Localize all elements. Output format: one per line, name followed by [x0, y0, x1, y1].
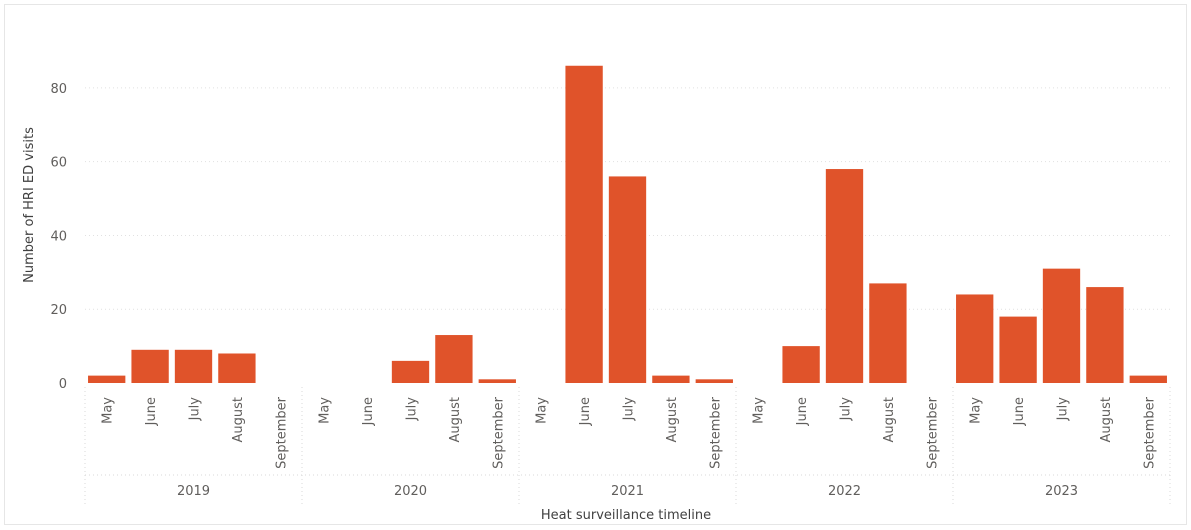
bars — [88, 65, 1167, 383]
x-tick-label: June — [795, 397, 810, 426]
x-tick-label: June — [1012, 397, 1027, 426]
x-tick-label: August — [231, 397, 246, 443]
x-tick-label: September — [1142, 396, 1157, 469]
bar — [652, 375, 690, 383]
x-tick-label: May — [752, 397, 767, 424]
x-tick-label: July — [405, 397, 420, 422]
x-axis-title: Heat surveillance timeline — [541, 508, 711, 523]
bar — [174, 349, 213, 383]
bar — [88, 375, 126, 383]
year-label: 2020 — [394, 484, 427, 499]
bar — [1042, 268, 1081, 383]
year-label: 2023 — [1045, 484, 1078, 499]
year-separators — [84, 387, 1171, 505]
bar — [782, 346, 820, 383]
y-tick-label: 40 — [50, 229, 67, 244]
x-tick-label: May — [101, 397, 116, 424]
year-label: 2022 — [828, 484, 861, 499]
bar — [999, 316, 1037, 383]
y-axis-ticks: 0 20 40 60 80 — [50, 82, 67, 392]
bar — [1086, 287, 1124, 383]
x-tick-label: June — [144, 397, 159, 426]
x-tick-label: August — [448, 397, 463, 443]
x-tick-label: July — [839, 397, 854, 422]
x-tick-label: September — [491, 396, 506, 469]
year-label: 2019 — [177, 484, 210, 499]
bar — [131, 349, 169, 383]
x-axis-year-ticks: 2019 2020 2021 2022 2023 — [177, 484, 1078, 499]
y-tick-label: 0 — [59, 377, 67, 392]
chart-frame: 0 20 40 60 80 May June July August September May J… — [4, 4, 1187, 525]
x-tick-label: August — [1099, 397, 1114, 443]
x-tick-label: August — [882, 397, 897, 443]
bar — [869, 283, 907, 383]
bar — [478, 379, 516, 383]
x-tick-label: July — [622, 397, 637, 422]
x-tick-label: June — [578, 397, 593, 426]
x-tick-label: August — [665, 397, 680, 443]
year-label: 2021 — [611, 484, 644, 499]
x-tick-label: September — [925, 396, 940, 469]
y-axis-title: Number of HRI ED visits — [22, 127, 37, 283]
x-tick-label: May — [318, 397, 333, 424]
bar — [695, 379, 733, 383]
x-tick-label: July — [188, 397, 203, 422]
x-axis-month-ticks: May June July August September May June July Aug… — [101, 396, 1158, 469]
bar-chart: 0 20 40 60 80 May June July August September May J… — [22, 65, 1171, 523]
x-tick-label: May — [535, 397, 550, 424]
y-tick-label: 80 — [50, 82, 67, 97]
x-tick-label: July — [1056, 397, 1071, 422]
x-tick-label: June — [361, 397, 376, 426]
bar — [435, 335, 473, 383]
y-tick-label: 20 — [50, 303, 67, 318]
bar — [565, 65, 603, 383]
x-tick-label: May — [969, 397, 984, 424]
bar — [956, 294, 994, 383]
bar — [391, 360, 430, 383]
bar — [825, 169, 864, 383]
bar — [1129, 375, 1167, 383]
x-tick-label: September — [274, 396, 289, 469]
y-tick-label: 60 — [50, 156, 67, 171]
bar — [218, 353, 256, 383]
x-tick-label: September — [708, 396, 723, 469]
bar — [608, 176, 647, 383]
